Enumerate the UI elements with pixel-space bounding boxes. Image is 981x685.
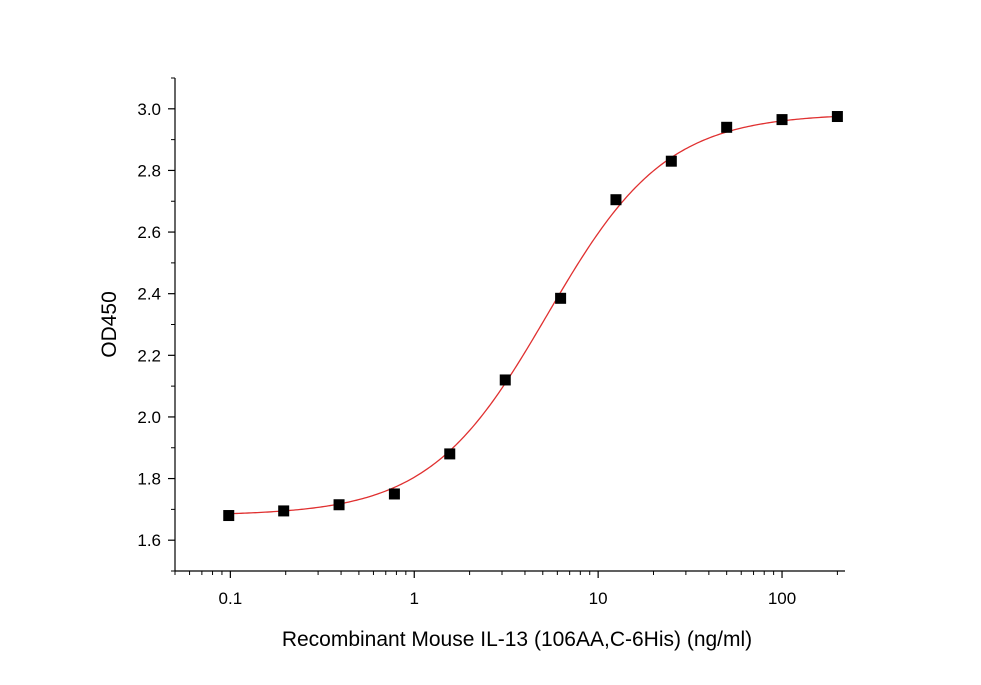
- y-tick-label: 2.6: [137, 223, 161, 242]
- data-point: [444, 448, 456, 460]
- y-tick-label: 2.2: [137, 346, 161, 365]
- y-tick-label: 2.4: [137, 285, 161, 304]
- y-axis-title: OD450: [98, 291, 121, 358]
- x-tick-label: 1: [410, 589, 419, 608]
- y-tick-label: 1.6: [137, 531, 161, 550]
- data-point: [721, 121, 733, 133]
- data-point: [610, 194, 622, 206]
- data-point: [333, 499, 345, 511]
- fit-curve: [228, 115, 838, 515]
- data-point: [278, 505, 290, 517]
- data-point: [831, 111, 843, 123]
- y-tick-label: 1.8: [137, 470, 161, 489]
- x-tick-label: 0.1: [219, 589, 243, 608]
- x-tick-label: 10: [589, 589, 608, 608]
- data-point: [388, 488, 400, 500]
- plot-area: 1.6 1.8 2.0 2.2 2.4 2.6 2.8 3.0 0.1 1 10 100: [137, 77, 845, 608]
- data-point: [499, 374, 511, 386]
- data-point: [223, 510, 235, 522]
- data-point: [555, 292, 567, 304]
- y-tick-label: 3.0: [137, 100, 161, 119]
- y-tick-label: 2.0: [137, 408, 161, 427]
- y-tick-label: 2.8: [137, 161, 161, 180]
- x-tick-label: 100: [768, 589, 796, 608]
- x-axis-title: Recombinant Mouse IL-13 (106AA,C-6His) (…: [282, 628, 752, 651]
- data-point: [665, 155, 677, 167]
- data-point: [776, 114, 788, 126]
